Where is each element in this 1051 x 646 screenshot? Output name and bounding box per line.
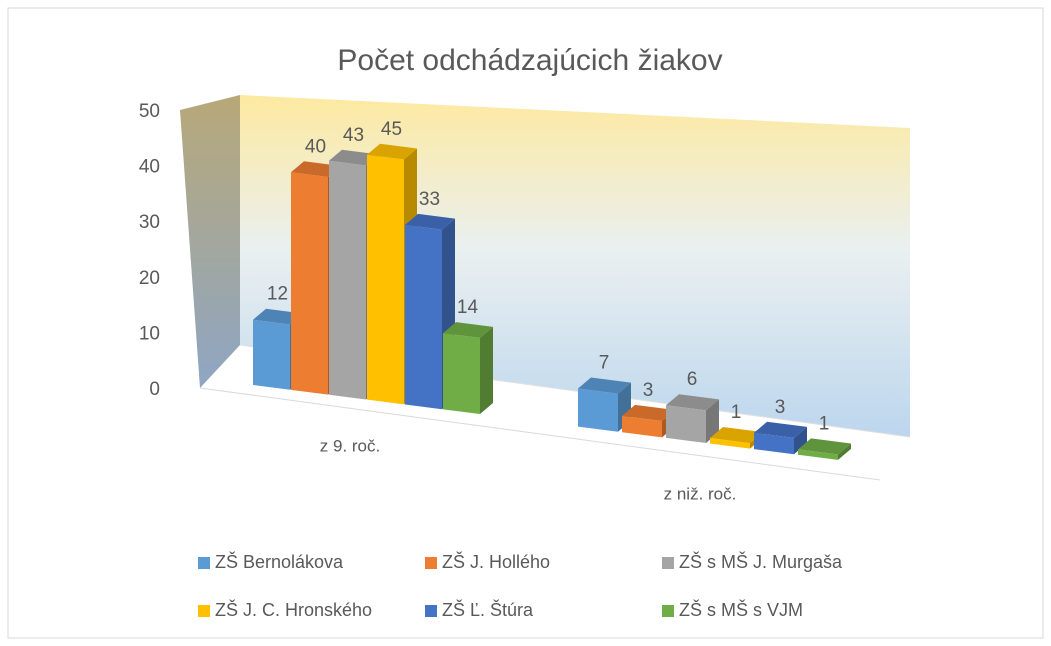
bar-top <box>291 161 341 177</box>
bar-top <box>798 438 851 455</box>
legend-label: ZŠ s MŠ J. Murgaša <box>679 551 843 572</box>
bar-front <box>443 333 480 415</box>
bar-top <box>253 308 303 325</box>
bar-front <box>666 405 706 443</box>
bar-side <box>794 426 807 455</box>
bar-top <box>405 213 455 230</box>
bar-top <box>443 322 493 338</box>
legend-label: ZŠ J. C. Hronského <box>215 599 372 620</box>
bar-top <box>329 149 379 166</box>
bar-top <box>754 421 807 438</box>
bar <box>622 404 675 438</box>
legend-swatch <box>425 557 437 569</box>
bar-top <box>578 377 631 394</box>
legend-label: ZŠ s MŠ s VJM <box>679 599 803 620</box>
legend-swatch <box>662 557 674 569</box>
bar-front <box>405 224 442 410</box>
floor-edge <box>199 387 881 481</box>
value-label: 1 <box>819 413 830 434</box>
bar-front <box>798 449 838 460</box>
value-label: 43 <box>343 125 364 146</box>
bar-front <box>710 438 750 449</box>
y-tick-label: 0 <box>149 379 160 400</box>
bar-side <box>480 326 493 415</box>
legend-swatch <box>198 557 210 569</box>
bar-front <box>367 154 404 405</box>
y-tick-label: 40 <box>139 157 160 178</box>
bar-front <box>622 415 662 438</box>
bar <box>798 438 851 460</box>
legend-label: ZŠ Bernolákova <box>215 551 344 572</box>
legend-swatch <box>662 605 674 617</box>
y-tick-label: 30 <box>139 212 160 233</box>
value-label: 3 <box>775 397 786 418</box>
value-label: 6 <box>687 369 698 390</box>
side-wall <box>180 95 240 388</box>
bar <box>754 421 807 455</box>
x-tick-label: z 9. roč. <box>320 436 380 455</box>
value-label: 40 <box>305 136 326 157</box>
bar <box>443 322 493 415</box>
bar-front <box>329 160 366 400</box>
value-label: 3 <box>643 380 654 401</box>
value-label: 33 <box>419 189 440 210</box>
value-label: 7 <box>599 353 610 374</box>
bar <box>666 394 719 443</box>
legend-label: ZŠ J. Hollého <box>442 551 550 572</box>
bar-side <box>706 399 719 443</box>
bar-front <box>253 319 290 390</box>
y-tick-label: 10 <box>139 323 160 344</box>
y-tick-label: 50 <box>139 101 160 122</box>
bar-top <box>622 404 675 422</box>
x-tick-label: z niž. roč. <box>664 484 737 503</box>
bar-front <box>578 388 618 432</box>
value-label: 1 <box>731 402 742 423</box>
value-label: 14 <box>457 297 479 318</box>
bar-front <box>754 432 794 455</box>
value-label: 45 <box>381 119 402 140</box>
y-tick-label: 20 <box>139 268 160 289</box>
bar-top <box>710 427 763 444</box>
bar-top <box>367 143 417 160</box>
legend-swatch <box>198 605 210 617</box>
bar-top <box>666 394 719 411</box>
bar-front <box>291 172 328 395</box>
value-label: 12 <box>267 284 288 305</box>
chart-title: Počet odchádzajúcich žiakov <box>337 44 722 77</box>
bar-side <box>838 443 851 460</box>
legend-label: ZŠ Ľ. Štúra <box>442 599 534 620</box>
legend-swatch <box>425 605 437 617</box>
